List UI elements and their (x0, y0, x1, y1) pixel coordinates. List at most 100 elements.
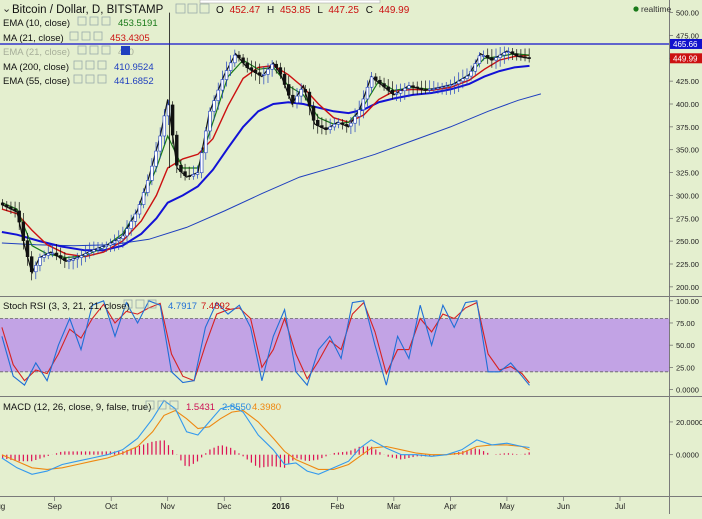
time-tick-label: Apr (444, 502, 457, 511)
candle (5, 201, 9, 211)
macd-legend: MACD (12, 26, close, 9, false, true) 1.5… (3, 400, 281, 413)
candles-group (0, 12, 531, 281)
candle (0, 199, 5, 209)
ema55-controls[interactable] (73, 74, 107, 84)
ma200-label: MA (200, close) (3, 62, 69, 73)
candle (444, 81, 448, 95)
candle (17, 202, 21, 230)
candle (345, 120, 349, 133)
candle (324, 118, 328, 135)
candle (13, 201, 17, 218)
price-tick-label: 200.00 (676, 283, 699, 292)
ma200-value: 410.9524 (114, 62, 154, 73)
candle (191, 165, 196, 180)
realtime-dot-icon (633, 6, 639, 12)
candle (432, 81, 436, 94)
macd-signal-line (1, 409, 530, 470)
candle (183, 163, 187, 181)
macd-tick-label: 0.0000 (676, 451, 699, 460)
candle (25, 233, 30, 266)
candle (369, 72, 374, 94)
close-value: 449.99 (379, 5, 410, 16)
candle (486, 48, 490, 64)
rsi-tick-label: 100.00 (676, 297, 699, 306)
chart-title: Bitcoin / Dollar, D, BITSTAMP (12, 4, 164, 16)
candle (519, 49, 523, 61)
candle (42, 250, 46, 262)
time-tick-label: Dec (217, 502, 231, 511)
ma21-controls[interactable] (69, 31, 103, 41)
time-tick-label: Sep (48, 502, 63, 511)
ma200-controls[interactable] (73, 60, 107, 70)
candle (112, 234, 117, 252)
candle (378, 76, 382, 88)
price-tick-label: 325.00 (676, 169, 699, 178)
candle (419, 80, 424, 95)
candle (154, 141, 158, 173)
ema10-value: 453.5191 (118, 18, 158, 29)
candle (125, 220, 129, 245)
candle (465, 68, 469, 85)
visibility-toggle-icon[interactable] (121, 46, 130, 55)
stoch-rsi-k-value: 4.7917 (168, 301, 197, 312)
candle (133, 209, 138, 227)
time-tick-label: Aug (0, 502, 5, 511)
candle (423, 80, 428, 94)
macd-line (1, 399, 530, 475)
stoch-rsi-controls[interactable] (123, 299, 157, 309)
macd-signal-value: 2.8550 (222, 402, 251, 413)
macd-macd-value: 4.3980 (252, 402, 281, 413)
legend-controls[interactable] (175, 3, 210, 14)
candle (299, 83, 303, 104)
candle (108, 238, 113, 252)
time-tick-label: Nov (161, 502, 175, 511)
candle (46, 246, 50, 260)
ma21-value: 453.4305 (110, 33, 150, 44)
rsi-tick-label: 50.00 (676, 341, 695, 350)
candle (270, 60, 274, 77)
price-tick-label: 475.00 (676, 31, 699, 40)
candle (58, 247, 63, 264)
candle (170, 101, 175, 144)
candle (440, 82, 444, 95)
candle (187, 166, 191, 180)
candle (79, 248, 84, 266)
candle (29, 251, 34, 281)
candle (50, 244, 55, 258)
candle (179, 159, 183, 178)
macd-label: MACD (12, 26, close, 9, false, true) (3, 402, 151, 413)
candle (220, 70, 225, 99)
candle (291, 86, 295, 108)
candle (448, 79, 453, 95)
chevron-down-icon[interactable]: ⌄ (2, 3, 11, 15)
candle (233, 49, 237, 68)
candle (332, 117, 337, 131)
header: ⌄ Bitcoin / Dollar, D, BITSTAMP O 452.47… (2, 0, 672, 16)
low-label: L (317, 5, 323, 16)
price-tick-label: 400.00 (676, 100, 699, 109)
candle (195, 165, 200, 179)
candle (407, 81, 411, 98)
candle (523, 48, 527, 62)
price-tick-label: 275.00 (676, 214, 699, 223)
candle (287, 75, 291, 99)
last-price-label: 449.99 (673, 54, 698, 63)
hidden-indicator-controls[interactable] (77, 45, 111, 55)
resistance-price-tag: 465.66 (670, 38, 702, 49)
ema10-controls[interactable] (77, 16, 111, 26)
candle (515, 49, 519, 61)
candle (241, 54, 245, 67)
candle (175, 131, 179, 173)
ema55-value: 441.6852 (114, 76, 154, 87)
candle (303, 85, 307, 101)
macd-controls[interactable] (145, 400, 179, 410)
candle (266, 63, 270, 83)
candle (382, 77, 386, 91)
ma21-label: MA (21, close) (3, 33, 64, 44)
ema55-label: EMA (55, close) (3, 76, 70, 87)
candle (208, 107, 212, 140)
resistance-price-label: 465.66 (673, 40, 698, 49)
